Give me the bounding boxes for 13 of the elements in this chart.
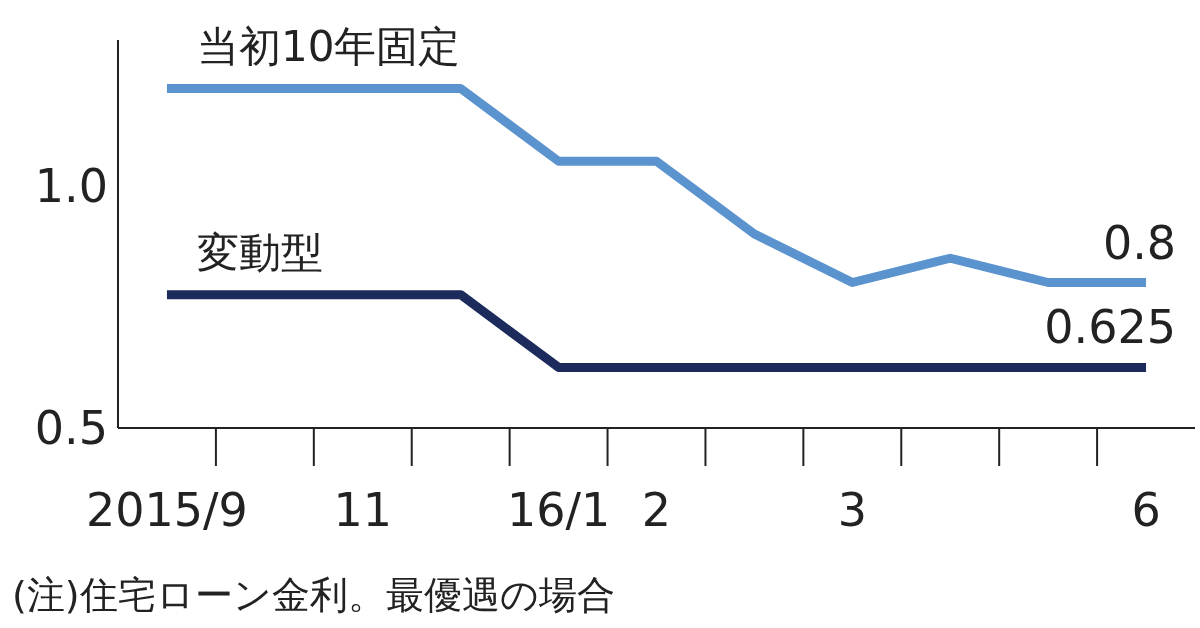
x-tick-label: 6	[1131, 483, 1161, 537]
x-tick-label: 2	[641, 483, 672, 537]
series-label: 変動型	[196, 227, 323, 277]
x-tick-label: 3	[837, 483, 867, 537]
series-label: 当初10年固定	[196, 21, 461, 71]
x-tick-label: 2015/9	[86, 483, 248, 537]
text: (注)住宅ローン金利。最優遇の場合	[12, 573, 615, 617]
x-tick-label: 11	[333, 483, 393, 537]
x-tick-label: 16/1	[506, 483, 611, 537]
y-tick-label: 1.0	[34, 158, 108, 213]
data-label: 0.8	[1102, 215, 1177, 270]
data-label: 0.625	[1044, 300, 1177, 355]
y-tick-label: 0.5	[34, 401, 108, 455]
